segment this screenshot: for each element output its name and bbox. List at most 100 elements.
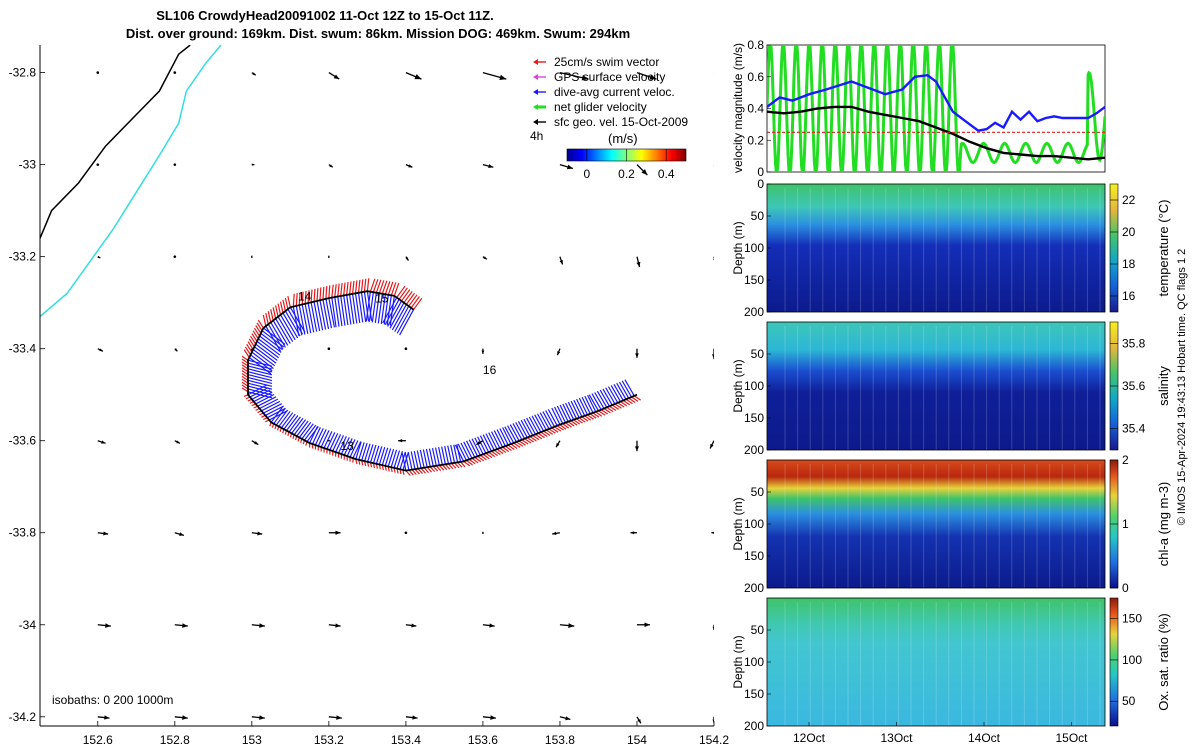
section-heatmap-chla [767,460,1105,588]
current-vector [517,421,528,438]
swim-vector [546,429,554,435]
current-vector [410,451,416,470]
geo-velocity-arrowhead [174,348,178,352]
map-y-tick-label: -32.8 [9,66,37,80]
current-vector [349,294,355,325]
current-vector [431,447,437,466]
swim-vector [304,290,307,304]
current-vector [621,380,632,398]
depth-tick-label: 200 [744,305,764,319]
swim-vector [378,280,385,294]
geo-velocity-arrowhead [327,439,330,442]
current-vector [310,302,318,332]
current-vector [326,432,336,450]
colorbar-tick-label: 16 [1122,289,1136,303]
swim-vector [474,456,482,463]
velocity-panel: 0 0.2 0.4 0.6 0.8 velocity magnitude (m/s) [731,38,1106,179]
geo-velocity-dot [173,255,177,258]
current-vector [298,421,312,438]
swim-vector [485,452,493,459]
geo-velocity-arrowhead [327,255,330,258]
current-vector [377,293,383,324]
swim-vector [241,358,249,364]
current-vector [380,294,386,324]
current-vector [618,381,630,399]
swim-vector [518,440,526,446]
swim-vector [334,284,337,298]
geo-velocity-arrowhead [649,74,657,80]
time-tick-label: 13Oct [880,731,913,745]
current-vector [456,444,462,463]
current-vector [438,446,443,465]
map-y-tick-label: -33.8 [9,526,37,540]
swim-vector [584,415,592,421]
current-vector [317,429,327,447]
swim-vector [570,420,578,426]
current-vector [399,309,415,336]
geo-velocity-dot [327,347,331,350]
swim-vector [357,279,361,293]
map-x-tick-label: 154 [627,733,647,747]
current-vector [460,442,470,460]
current-vector [301,304,309,334]
geo-velocity-arrowhead [412,715,418,720]
colorbar-tick-label: 150 [1122,612,1142,626]
depth-tick-label: 50 [751,623,765,637]
swim-vector [423,467,429,474]
geo-velocity-arrowhead [254,441,259,445]
current-vector [387,300,403,327]
current-vector [366,291,373,321]
depth-ylabel: Depth (m) [731,635,745,688]
swim-vector [468,458,476,465]
swim-vector [241,375,249,381]
current-vector [287,308,304,335]
swim-vector [488,451,496,458]
swim-vector [351,280,355,294]
geo-velocity-arrowhead [398,439,403,443]
current-vector [413,450,419,469]
current-vector [402,452,409,471]
swim-vector [603,408,611,414]
depth-tick-label: 150 [744,411,764,425]
velocity-y-tick-label: 0.2 [747,133,764,147]
current-vector [565,402,575,420]
current-vector [450,445,456,464]
day-label: 14 [298,289,312,303]
current-vector [401,452,407,471]
swim-vector [617,402,625,408]
current-vector [471,438,481,456]
glider-track [247,290,638,472]
swim-vector [451,462,457,469]
current-vector [335,435,345,453]
swim-vector [410,296,420,309]
current-vector [261,400,281,412]
current-vector [499,428,509,446]
current-vector [381,447,389,466]
depth-tick-label: 50 [751,209,765,223]
swim-vector [241,367,249,373]
current-vector [253,391,273,403]
current-vector [562,403,572,421]
swim-vector [372,279,379,293]
geo-velocity-arrowhead [252,72,256,76]
swim-vector [491,450,498,457]
map-x-tick-label: 153.8 [545,733,575,747]
geo-velocity-arrowhead [259,715,265,720]
geo-velocity-dot [96,163,100,166]
swim-vector [247,341,254,350]
current-vector [261,330,285,348]
current-vector [474,437,484,455]
geo-velocity-dot [173,163,177,166]
swim-vector [551,427,559,433]
swim-vector [408,469,414,476]
current-vector [491,431,501,449]
current-vector [275,318,291,344]
swim-vector [246,343,253,353]
current-vector [247,384,267,396]
geo-velocity-dot [404,347,408,350]
current-vector [247,362,273,370]
current-vector [278,410,291,427]
geo-velocity-arrowhead [335,623,341,628]
geo-velocity-arrowhead [637,719,641,724]
